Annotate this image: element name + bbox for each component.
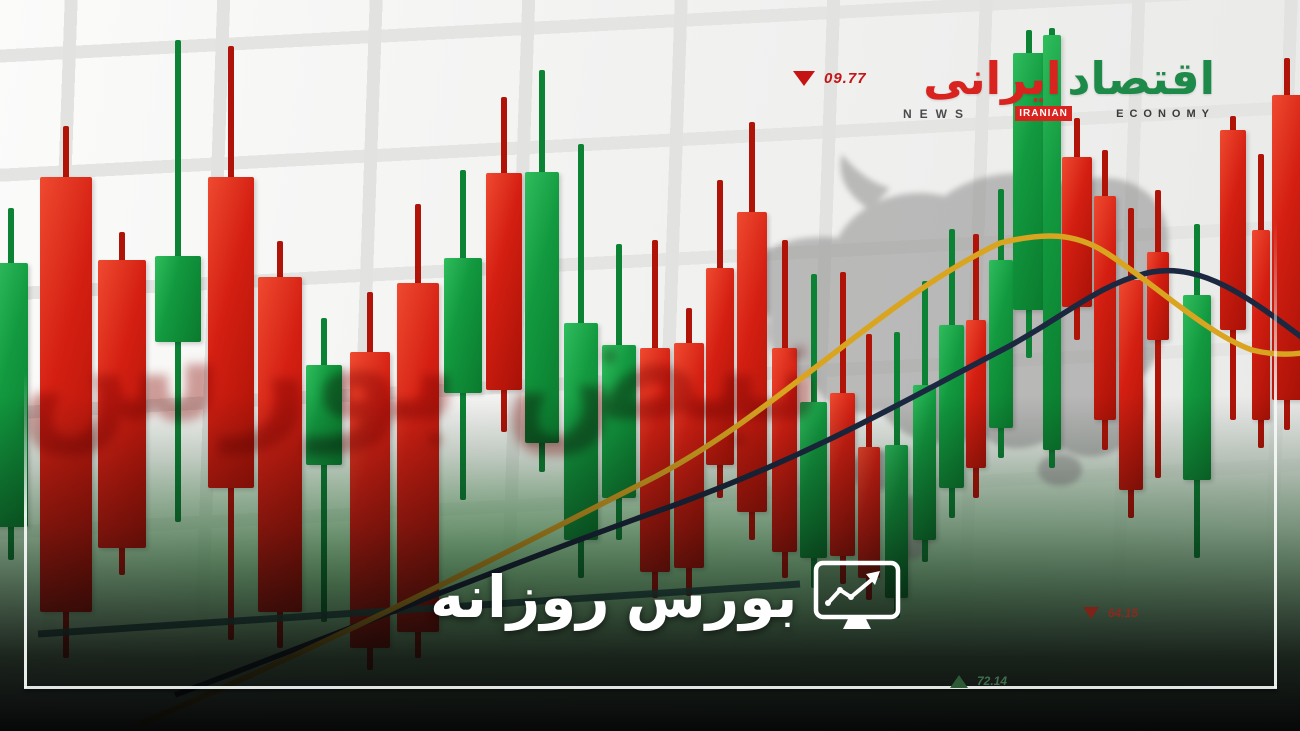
frame-border-left: [24, 372, 27, 688]
ticker-middle-right: 64.15: [1083, 606, 1138, 620]
program-title: بورس روزانه: [430, 560, 901, 634]
brand-name-green: اقتصاد: [1067, 53, 1215, 104]
ticker-value: 09.77: [824, 70, 867, 87]
up-arrow-icon: [950, 674, 968, 688]
brand-tagline-news: NEWS: [903, 106, 971, 121]
brand-wordmark: اقتصاد ایرانی: [903, 56, 1215, 101]
brand-tagline-economy: ECONOMY: [1116, 107, 1215, 120]
brand-tagline: NEWS IRANIAN ECONOMY: [903, 106, 1215, 121]
monitor-trend-chart-icon: [814, 560, 901, 629]
program-title-label: بورس روزانه: [430, 565, 798, 630]
brand-name-red: ایرانی: [923, 53, 1062, 104]
ticker-value: 64.15: [1108, 606, 1139, 620]
down-arrow-icon: [793, 71, 815, 86]
frame-border-right: [1274, 220, 1277, 688]
ticker-bottom-right: 72.14: [950, 674, 1007, 688]
brand-tagline-badge: IRANIAN: [1015, 106, 1072, 121]
ticker-top: 09.77: [793, 70, 867, 87]
frame-border-bottom: [24, 686, 1277, 689]
brand-logo: اقتصاد ایرانی NEWS IRANIAN ECONOMY: [903, 56, 1215, 121]
ticker-value: 72.14: [977, 674, 1008, 688]
down-arrow-icon: [1083, 607, 1099, 619]
